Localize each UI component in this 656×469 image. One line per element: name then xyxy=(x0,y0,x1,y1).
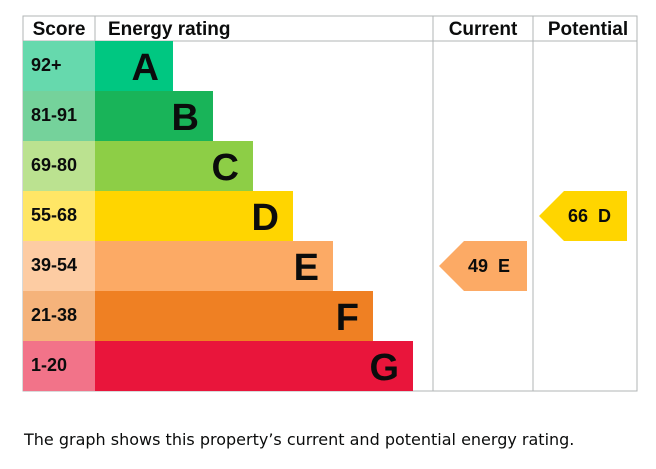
rating-letter-g: G xyxy=(369,347,399,389)
header-potential: Potential xyxy=(548,19,628,40)
score-cell-a xyxy=(23,41,95,91)
energy-rating-chart: Score Energy rating Current Potential 92+ A 81… xyxy=(22,15,638,392)
score-label-d: 55-68 xyxy=(31,205,77,225)
score-cell-f xyxy=(23,291,95,341)
chart-caption: The graph shows this property’s current … xyxy=(24,430,575,449)
score-label-e: 39-54 xyxy=(31,255,77,275)
score-label-b: 81-91 xyxy=(31,105,77,125)
rating-bar-d xyxy=(95,191,293,241)
rating-bar-f xyxy=(95,291,373,341)
header-energy-rating: Energy rating xyxy=(108,19,230,40)
rating-bar-e xyxy=(95,241,333,291)
rating-letter-b: B xyxy=(172,97,199,139)
score-label-g: 1-20 xyxy=(31,355,67,375)
rating-letter-f: F xyxy=(336,297,359,339)
rating-bar-b xyxy=(95,91,213,141)
rating-letter-d: D xyxy=(252,197,279,239)
score-label-a: 92+ xyxy=(31,55,62,75)
rating-letter-c: C xyxy=(212,147,239,189)
current-rating-label: 49 E xyxy=(468,256,510,276)
potential-rating-arrow xyxy=(539,191,627,241)
rating-bar-g xyxy=(95,341,413,391)
rating-bar-c xyxy=(95,141,253,191)
score-label-f: 21-38 xyxy=(31,305,77,325)
rating-letter-e: E xyxy=(294,247,319,289)
score-cell-e xyxy=(23,241,95,291)
header-score: Score xyxy=(33,19,86,40)
rating-bar-a xyxy=(95,41,173,91)
rating-letter-a: A xyxy=(132,47,159,89)
score-cell-d xyxy=(23,191,95,241)
score-label-c: 69-80 xyxy=(31,155,77,175)
score-cell-b xyxy=(23,91,95,141)
current-rating-arrow xyxy=(439,241,527,291)
score-cell-c xyxy=(23,141,95,191)
potential-rating-label: 66 D xyxy=(568,206,611,226)
score-cell-g xyxy=(23,341,95,391)
header-current: Current xyxy=(449,19,518,40)
